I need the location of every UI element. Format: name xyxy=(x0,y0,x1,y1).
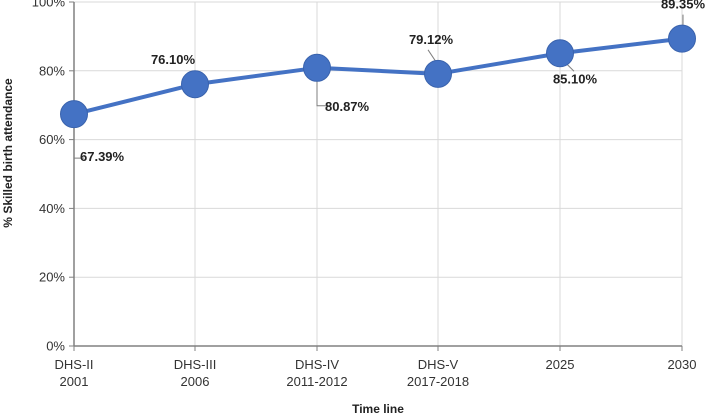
data-label-leader xyxy=(427,49,437,63)
data-point xyxy=(668,24,696,53)
x-axis-tick-labels: DHS-II 2001 DHS-III 2006 DHS-IV 2011-2012 DHS-… xyxy=(55,357,697,389)
data-label-leaders xyxy=(73,14,684,159)
data-labels: 67.39% 76.10% 80.87% 79.12% 85.10% 89.35% xyxy=(80,0,705,164)
gridlines xyxy=(74,1,683,346)
series-line xyxy=(73,36,683,117)
data-label: 76.10% xyxy=(151,52,196,67)
y-tick-label: 60% xyxy=(39,132,65,147)
y-axis-title: % Skilled birth attendance xyxy=(1,78,15,228)
axes xyxy=(69,1,683,351)
y-tick-label: 40% xyxy=(39,201,65,216)
x-tick-label: DHS-III 2006 xyxy=(174,357,217,389)
data-label: 80.87% xyxy=(325,99,370,114)
x-tick-label: DHS-V 2017-2018 xyxy=(407,357,469,389)
data-label: 85.10% xyxy=(553,71,598,86)
x-axis-title: Time line xyxy=(352,402,404,416)
data-label-leader xyxy=(316,79,327,107)
x-tick-label: 2030 xyxy=(668,357,697,372)
data-label: 79.12% xyxy=(409,32,454,47)
y-tick-label: 20% xyxy=(39,270,65,285)
data-point xyxy=(424,59,452,88)
data-point xyxy=(181,70,209,99)
y-axis-tick-labels: 0% 20% 40% 60% 80% 100% xyxy=(32,0,66,354)
y-tick-label: 0% xyxy=(46,339,65,354)
data-label: 89.35% xyxy=(661,0,706,12)
y-tick-label: 100% xyxy=(32,0,66,10)
data-label: 67.39% xyxy=(80,149,125,164)
x-tick-label: DHS-II 2001 xyxy=(55,357,94,389)
x-tick-label: 2025 xyxy=(546,357,575,372)
x-tick-label: DHS-IV 2011-2012 xyxy=(286,357,347,389)
data-point xyxy=(546,39,574,68)
data-point xyxy=(303,53,331,82)
data-points xyxy=(60,24,696,129)
data-point xyxy=(60,100,88,129)
data-label-leader xyxy=(73,126,84,159)
y-tick-label: 80% xyxy=(39,63,65,78)
